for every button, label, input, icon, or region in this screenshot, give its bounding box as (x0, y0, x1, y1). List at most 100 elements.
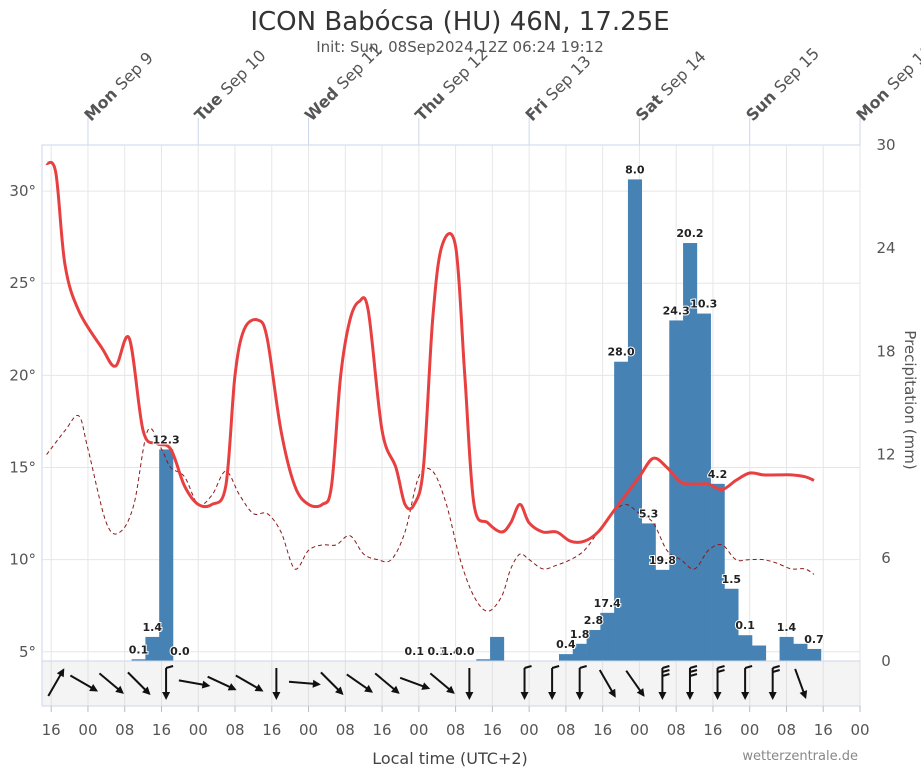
precip-data-label: 0.1 (129, 643, 149, 656)
x-tick-label: 00 (630, 721, 649, 739)
wind-barb (127, 671, 151, 696)
precip-bar (793, 643, 808, 661)
y-right-tick-label: 30 (876, 136, 895, 154)
wind-barb-head (364, 684, 374, 693)
wind-barb-head (799, 690, 808, 699)
x-tick-label: 16 (262, 721, 281, 739)
x-tick-label: 16 (373, 721, 392, 739)
wind-barb (685, 665, 698, 700)
day-label: Mon Sep 9 (80, 48, 157, 125)
precipitation-bars (131, 179, 822, 662)
wind-barb (598, 669, 616, 698)
wind-barb-feather (689, 673, 698, 677)
wind-barb (713, 665, 725, 700)
y-right-tick-label: 24 (876, 239, 895, 257)
y-left-tick-label: 25° (9, 274, 36, 292)
precip-bar (669, 320, 684, 661)
wind-barb-head (608, 688, 616, 698)
precip-data-label: 0.0 (170, 645, 190, 658)
wind-barb (575, 665, 587, 700)
x-axis-ticks: 16 00 08 16 00 08 16 00 08 16 00 08 16 00 08 16 00 08 16 00… (42, 706, 870, 739)
wind-barb-head (520, 692, 529, 700)
precip-bar (627, 179, 643, 661)
wind-barb-head (741, 692, 750, 700)
precip-bar (752, 645, 767, 661)
day-date: Sep 9 (111, 48, 157, 94)
wind-barb (98, 672, 124, 694)
precip-bar (586, 630, 601, 661)
wind-barb-feather (524, 665, 532, 669)
wind-barb (162, 665, 174, 700)
wind-barb-feather (662, 673, 670, 677)
x-tick-label: 08 (777, 721, 796, 739)
wind-barbs (41, 660, 861, 707)
precip-bar (614, 361, 629, 661)
day-label: Sun Sep 15 (742, 44, 823, 125)
precip-bar (572, 643, 587, 661)
wind-barb-head (768, 692, 777, 700)
precip-bar (779, 636, 794, 661)
wind-barb-feather (717, 665, 725, 669)
chart-title: ICON Babócsa (HU) 46N, 17.25E (250, 7, 669, 37)
day-label: Mon Sep 16 (852, 41, 921, 125)
wind-barb-feather (717, 669, 725, 673)
precip-data-label: 0.1 (404, 645, 424, 658)
wind-barb-feather (579, 665, 587, 669)
wind-barb-feather (662, 669, 670, 673)
y-right-tick-label: 0 (881, 652, 891, 670)
wind-barb-head (575, 692, 584, 700)
wind-barb (548, 665, 560, 700)
precip-bar (476, 659, 491, 661)
precip-data-label: 1.4 (777, 621, 797, 634)
precip-data-label: 1.4 (441, 645, 461, 658)
x-tick-label: 16 (814, 721, 833, 739)
credit-text: wetterzentrale.de (742, 749, 858, 764)
day-label: Thu Sep 12 (411, 44, 492, 125)
wind-barb-head (142, 686, 151, 696)
precip-bar (600, 612, 615, 661)
y-left-tick-label: 5° (19, 643, 36, 661)
wind-barb (429, 672, 455, 694)
wind-barb-head (390, 685, 400, 694)
dewpoint-line (46, 414, 815, 612)
precip-bar (558, 654, 574, 661)
temperature-line (45, 160, 815, 544)
x-tick-label: 08 (667, 721, 686, 739)
precip-bar (696, 313, 711, 661)
wind-barb-head (162, 692, 171, 700)
precip-data-label: 2.8 (584, 614, 604, 627)
precip-bar (724, 588, 739, 661)
y-right-tick-label: 18 (876, 342, 895, 360)
precip-bar (655, 569, 670, 661)
day-date: Sep 15 (770, 44, 823, 97)
wind-barb-feather (689, 669, 698, 673)
x-tick-label: 16 (483, 721, 502, 739)
day-date: Sep 16 (883, 41, 921, 94)
wind-barb (625, 670, 645, 697)
temperature-lines (45, 160, 815, 612)
x-tick-label: 16 (703, 721, 722, 739)
x-tick-label: 00 (409, 721, 428, 739)
wind-barb-feather (772, 669, 780, 673)
wind-barb-feather (662, 665, 670, 669)
wind-barb-feather (689, 665, 698, 669)
wind-barb-feather (744, 665, 753, 669)
wind-barb-head (56, 668, 65, 678)
precip-data-label: 28.0 (607, 346, 634, 359)
wind-barb (794, 668, 808, 699)
precip-bar (641, 523, 656, 661)
y-right-tick-label: 6 (881, 549, 891, 567)
precip-bar (131, 659, 146, 661)
wind-barb (768, 665, 780, 700)
wind-barb-head (658, 692, 667, 700)
x-tick-label: 00 (78, 721, 97, 739)
x-tick-label: 16 (42, 721, 61, 739)
x-tick-label: 16 (152, 721, 171, 739)
y-left-tick-label: 20° (9, 366, 36, 384)
wind-barb-head (713, 692, 722, 700)
wind-barb (207, 675, 237, 691)
wind-barb (520, 665, 532, 700)
wind-barb (235, 674, 264, 692)
wind-barb-head (201, 680, 211, 689)
x-tick-label: 08 (115, 721, 134, 739)
